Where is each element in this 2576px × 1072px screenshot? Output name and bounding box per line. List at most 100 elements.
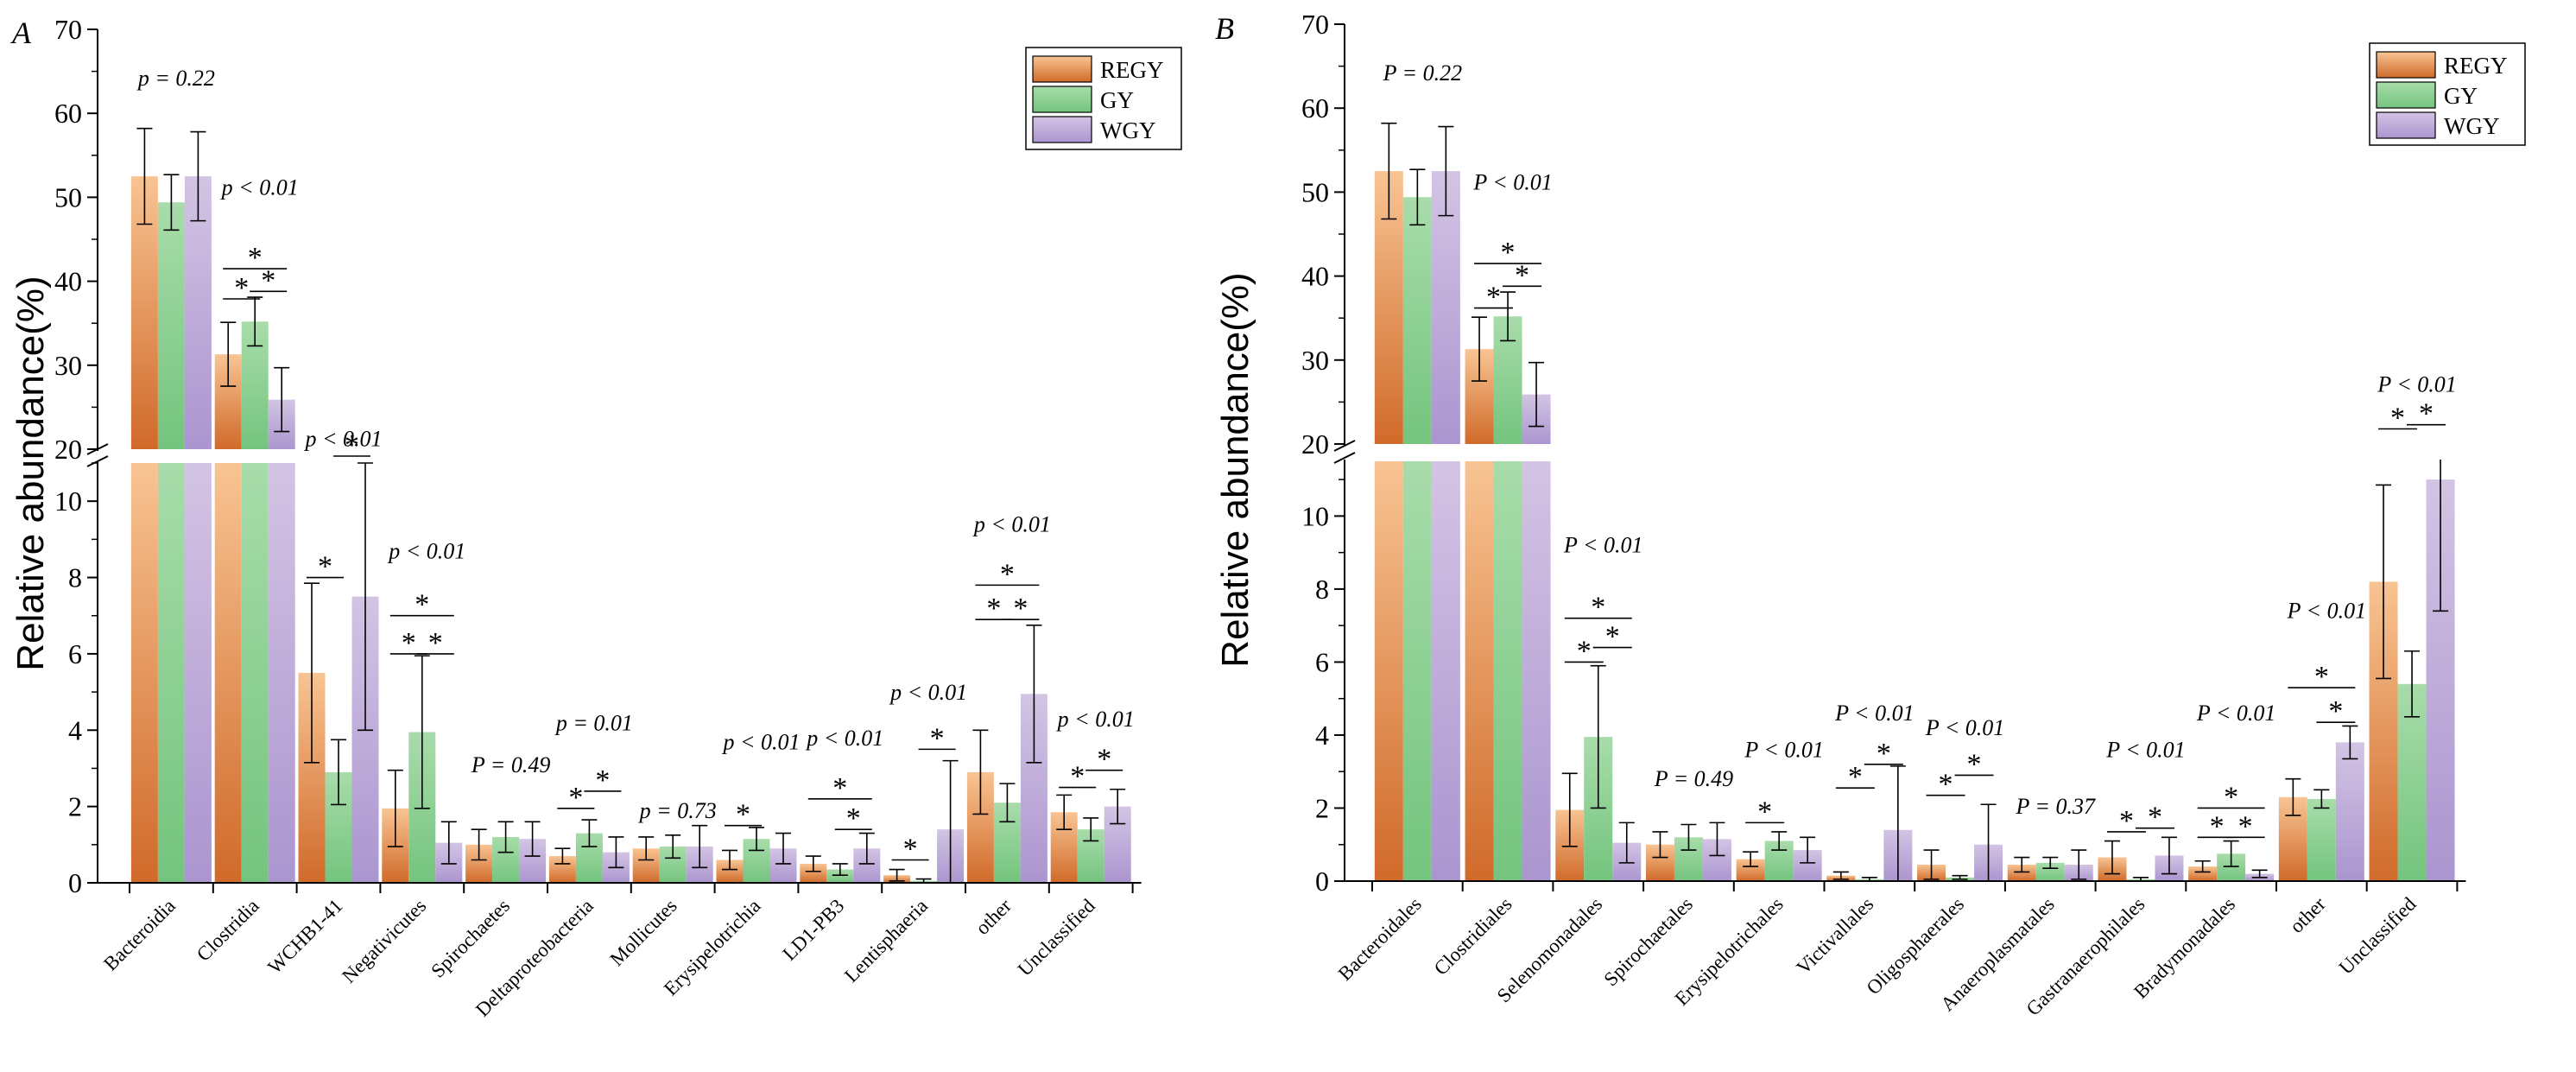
p-value-6: p = 0.73 xyxy=(638,798,717,823)
legend-swatch-regy xyxy=(2377,52,2435,78)
x-tick-label-5: Victivallales xyxy=(1792,893,1877,979)
p-value-6: P < 0.01 xyxy=(1925,715,2004,740)
y-tick-label-low-8: 8 xyxy=(68,562,82,593)
x-tick-label-8: LD1-PB3 xyxy=(778,895,848,965)
x-tick-label-10: other xyxy=(972,895,1016,939)
legend-swatch-gy xyxy=(2377,82,2435,108)
significance-star-19: * xyxy=(2419,398,2434,430)
y-tick-label-30: 30 xyxy=(1301,345,1329,376)
p-value-11: p < 0.01 xyxy=(1056,707,1135,732)
y-tick-label-low-0: 0 xyxy=(1315,866,1329,897)
y-tick-label-low-4: 4 xyxy=(1315,720,1329,751)
y-tick-label-40: 40 xyxy=(54,266,82,297)
legend-label-wgy: WGY xyxy=(2444,113,2499,139)
panel-label: B xyxy=(1215,11,1234,46)
x-tick-label-3: Negativicutes xyxy=(338,895,430,987)
bar-wgy-10 xyxy=(2336,742,2364,881)
y-axis-label: Relative abundance(%) xyxy=(9,276,52,670)
x-tick-label-10: other xyxy=(2286,893,2330,937)
y-tick-label-20: 20 xyxy=(54,434,82,465)
p-value-4: P = 0.49 xyxy=(471,752,550,777)
significance-star-9: * xyxy=(595,764,610,796)
legend: REGY GY WGY xyxy=(2370,43,2525,145)
y-tick-label-low-8: 8 xyxy=(1315,574,1329,605)
y-axis-label: Relative abundance(%) xyxy=(1214,272,1256,667)
bar-gy-1-lower xyxy=(1494,461,1522,881)
bar-gy-0 xyxy=(158,202,185,449)
y-tick-label-low-10: 10 xyxy=(54,485,82,517)
significance-star-14: * xyxy=(2238,810,2253,842)
legend-label-gy: GY xyxy=(2444,83,2478,109)
bar-wgy-0-lower xyxy=(1432,461,1460,881)
axis-break-gap xyxy=(80,451,1133,461)
bar-gy-10 xyxy=(2307,799,2336,881)
y-tick-label-low-4: 4 xyxy=(68,714,82,745)
x-tick-label-4: Spirochaetes xyxy=(427,895,514,982)
significance-star-2: * xyxy=(1501,237,1516,269)
significance-star-18: * xyxy=(2390,403,2405,435)
significance-star-0: * xyxy=(1486,282,1501,314)
y-tick-label-low-6: 6 xyxy=(1315,646,1329,677)
x-tick-label-6: Mollicutes xyxy=(605,895,680,970)
significance-star-14: * xyxy=(930,722,945,754)
significance-star-5: * xyxy=(1591,592,1605,624)
y-tick-label-low-2: 2 xyxy=(68,791,82,822)
p-value-0: P = 0.22 xyxy=(1383,60,1462,86)
p-value-1: P < 0.01 xyxy=(1472,169,1552,194)
bar-regy-0-lower xyxy=(1375,461,1403,881)
p-value-1: p < 0.01 xyxy=(220,174,299,200)
legend-label-wgy: WGY xyxy=(1100,117,1155,143)
x-tick-label-0: Bacteroidia xyxy=(99,895,180,975)
significance-star-12: * xyxy=(846,802,861,834)
significance-star-15: * xyxy=(2224,781,2238,813)
legend-swatch-regy xyxy=(1033,56,1092,82)
panel-b-chart: BRelative abundance(%) 203040506070024681… xyxy=(1214,9,2525,1020)
legend-swatch-wgy xyxy=(1033,117,1092,143)
p-value-10: p < 0.01 xyxy=(972,512,1051,537)
significance-star-7: * xyxy=(1848,761,1863,793)
p-value-5: P < 0.01 xyxy=(1834,701,1914,726)
significance-star-17: * xyxy=(1000,558,1015,590)
p-value-3: p < 0.01 xyxy=(387,538,465,563)
bar-gy-0-lower xyxy=(158,463,185,883)
p-value-11: P < 0.01 xyxy=(2377,372,2456,397)
significance-star-2: * xyxy=(248,242,263,274)
x-tick-label-9: Lentisphaeria xyxy=(840,895,932,986)
y-tick-label-20: 20 xyxy=(1301,428,1329,460)
panel-a-chart: A Relative abundance(%) 20 30 40 50 60 70 0 2 4 6 8 1… xyxy=(9,14,1181,1021)
legend-label-regy: REGY xyxy=(1100,57,1164,83)
legend-label-regy: REGY xyxy=(2444,53,2508,79)
legend-swatch-wgy xyxy=(2377,112,2435,138)
bar-wgy-1-lower xyxy=(1522,461,1551,881)
bar-regy-0-lower xyxy=(131,463,158,883)
bar-gy-1-lower xyxy=(242,463,269,883)
x-tick-label-1: Clostridia xyxy=(193,895,263,966)
y-tick-label-50: 50 xyxy=(1301,176,1329,207)
significance-star-12: * xyxy=(2148,802,2162,834)
y-tick-label-low-2: 2 xyxy=(1315,792,1329,823)
y-tick-label-low-10: 10 xyxy=(1301,500,1329,531)
p-value-8: p < 0.01 xyxy=(805,726,883,751)
panel-label: A xyxy=(10,16,32,50)
y-tick-label-low-6: 6 xyxy=(68,638,82,669)
p-value-8: P < 0.01 xyxy=(2105,737,2185,762)
significance-star-16: * xyxy=(1013,593,1028,625)
significance-star-4: * xyxy=(345,429,359,461)
y-tick-label-70: 70 xyxy=(54,14,82,45)
significance-star-13: * xyxy=(2210,810,2225,842)
p-value-0: p = 0.22 xyxy=(136,66,215,91)
axis-break-gap xyxy=(1327,446,2457,460)
x-tick-label-3: Spirochaetales xyxy=(1599,893,1697,991)
p-value-9: P < 0.01 xyxy=(2196,701,2275,726)
p-value-2: P < 0.01 xyxy=(1563,533,1642,558)
significance-star-3: * xyxy=(1577,635,1592,667)
y-tick-label-60: 60 xyxy=(54,98,82,129)
significance-star-4: * xyxy=(1605,621,1620,653)
significance-star-13: * xyxy=(903,833,918,865)
significance-star-10: * xyxy=(1967,748,1982,780)
bar-gy-0 xyxy=(1403,197,1432,444)
significance-star-8: * xyxy=(568,782,583,814)
bar-regy-1-lower xyxy=(215,463,242,883)
significance-star-0: * xyxy=(234,272,249,304)
significance-star-3: * xyxy=(318,551,332,583)
